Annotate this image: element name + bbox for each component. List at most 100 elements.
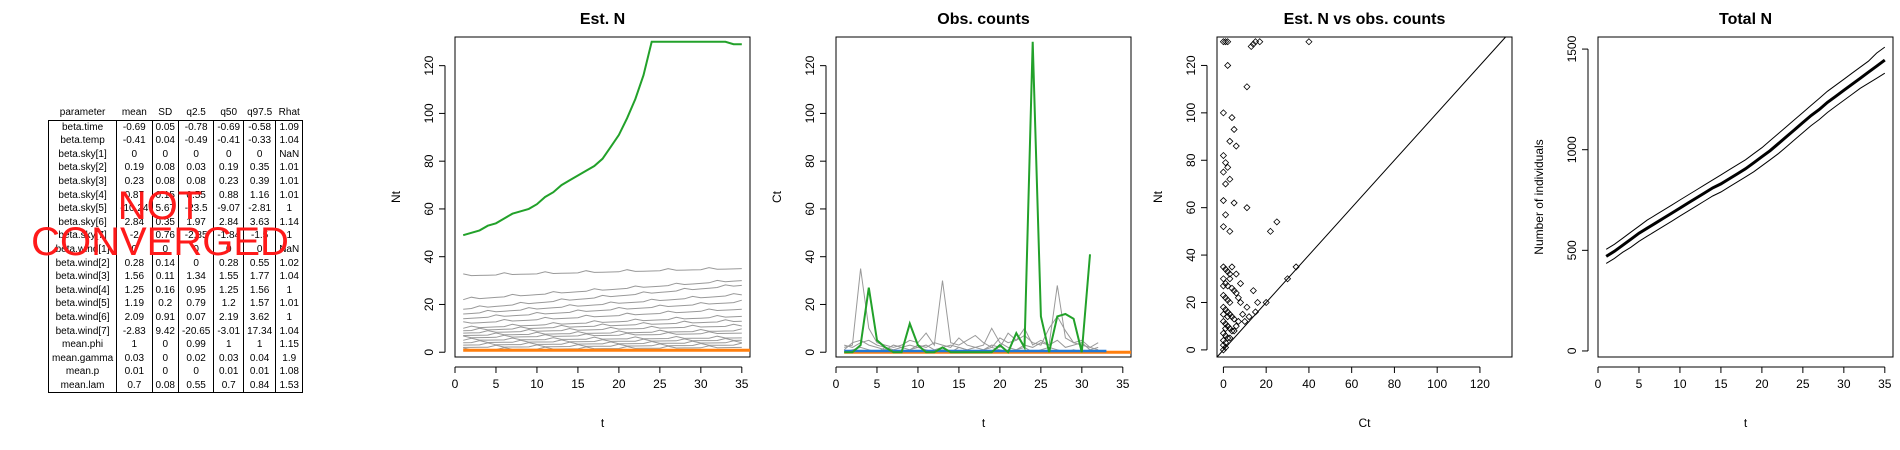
table-cell: 0 bbox=[151, 338, 179, 352]
scatter-point bbox=[1251, 38, 1260, 46]
table-header-row: parameter mean SD q2.5 q50 q97.5 Rhat bbox=[49, 106, 303, 120]
x-tick-label: 0 bbox=[452, 377, 459, 391]
chart-1-title: Obs. counts bbox=[937, 11, 1030, 28]
table-cell: 1.04 bbox=[275, 324, 304, 339]
table-cell: 1.14 bbox=[275, 215, 304, 230]
x-tick-label: 35 bbox=[1116, 377, 1130, 391]
chart-2-x-label: Ct bbox=[1359, 416, 1372, 430]
table-cell: 1.15 bbox=[275, 338, 304, 352]
column-header-5: q97.5 bbox=[247, 107, 273, 118]
x-tick-label: 25 bbox=[1034, 377, 1048, 391]
table-cell: 9.42 bbox=[151, 324, 179, 339]
chart-1-y-label: Ct bbox=[770, 190, 784, 203]
scatter-point bbox=[1219, 317, 1227, 326]
table-cell: 5.67 bbox=[151, 202, 179, 216]
y-tick-label: 60 bbox=[1184, 201, 1198, 215]
x-tick-label: 5 bbox=[874, 377, 881, 391]
table-row: beta.sky[7] -2 0.76 -2.85 -1.84 -1.5 1 bbox=[47, 229, 304, 243]
table-cell: 1.04 bbox=[275, 134, 304, 148]
x-tick-label: 25 bbox=[653, 377, 667, 391]
table-cell: 0.35 bbox=[151, 215, 179, 230]
scatter-point bbox=[1262, 298, 1270, 307]
table-cell: NaN bbox=[275, 147, 304, 162]
total-n-lower-line bbox=[1605, 72, 1886, 264]
table-cell: 0.15 bbox=[151, 188, 179, 203]
y-tick-label: 100 bbox=[422, 103, 436, 123]
table-cell: 0 bbox=[151, 365, 179, 379]
est-n-background-line bbox=[463, 284, 742, 310]
table-row: mean.gamma 0.03 0 0.02 0.03 0.04 1.9 bbox=[47, 351, 304, 366]
scatter-point bbox=[1221, 324, 1230, 333]
scatter-point bbox=[1266, 227, 1275, 235]
scatter-point bbox=[1228, 263, 1236, 271]
table-cell: 0.55 bbox=[177, 188, 215, 203]
x-tick-label: 40 bbox=[1302, 377, 1316, 391]
table-cell: 1.01 bbox=[275, 297, 304, 311]
scatter-point bbox=[1221, 265, 1230, 273]
x-tick-label: 35 bbox=[735, 377, 749, 391]
table-row: beta.wind[7] -2.83 9.42 -20.65 -3.01 17.34 1.0… bbox=[47, 324, 304, 339]
table-cell: 0.2 bbox=[151, 297, 179, 311]
table-row: beta.sky[3] 0.23 0.08 0.08 0.23 0.39 1.01 bbox=[47, 174, 304, 189]
est-n-background-line bbox=[463, 323, 742, 334]
y-tick-label: 120 bbox=[803, 55, 817, 75]
x-tick-label: 10 bbox=[911, 377, 925, 391]
table-cell: -0.78 bbox=[177, 119, 215, 135]
scatter-point bbox=[1251, 308, 1260, 316]
scatter-point bbox=[1232, 270, 1240, 278]
scatter-point bbox=[1221, 159, 1230, 167]
est-n-background-line bbox=[463, 293, 742, 315]
table-cell: 1 bbox=[275, 310, 304, 325]
scatter-point bbox=[1219, 303, 1227, 311]
scatter-point bbox=[1226, 298, 1234, 307]
scatter-point bbox=[1226, 334, 1234, 342]
scatter-point bbox=[1249, 40, 1257, 48]
scatter-point bbox=[1254, 298, 1262, 307]
est-n-background-line bbox=[463, 328, 742, 336]
x-tick-label: 15 bbox=[571, 377, 585, 391]
table-row: beta.wind[4] 1.25 0.16 0.95 1.25 1.56 1 bbox=[47, 283, 304, 298]
scatter-point bbox=[1224, 268, 1232, 276]
table-row: mean.p 0.01 0 0 0.01 0.01 1.08 bbox=[47, 365, 304, 379]
x-tick-label: 20 bbox=[612, 377, 626, 391]
scatter-point bbox=[1249, 287, 1257, 295]
scatter-point bbox=[1230, 287, 1238, 295]
y-tick-label: 0 bbox=[1184, 346, 1198, 353]
scatter-point bbox=[1221, 38, 1230, 46]
scatter-point bbox=[1232, 289, 1240, 297]
scatter-point bbox=[1219, 263, 1227, 271]
y-tick-label: 100 bbox=[1184, 103, 1198, 123]
scatter-point bbox=[1239, 310, 1247, 318]
x-tick-label: 60 bbox=[1345, 377, 1359, 391]
x-tick-label: 15 bbox=[952, 377, 966, 391]
table-row: beta.wind[6] 2.09 0.91 0.07 2.19 3.62 1 bbox=[47, 310, 304, 325]
y-tick-label: 120 bbox=[1184, 55, 1198, 75]
scatter-point bbox=[1224, 38, 1232, 46]
scatter-point bbox=[1247, 42, 1255, 51]
scatter-point bbox=[1219, 196, 1227, 205]
chart-2-axes: 0 20 40 60 80 100 120 0 20 40 60 80 100 120 Est. N vs … bbox=[1151, 11, 1513, 430]
scatter-point bbox=[1224, 334, 1232, 342]
table-row: beta.sky[2] 0.19 0.08 0.03 0.19 0.35 1.01 bbox=[47, 161, 304, 175]
table-cell: 0.16 bbox=[151, 283, 179, 298]
scatter-point bbox=[1221, 180, 1230, 188]
y-tick-label: 1000 bbox=[1565, 136, 1579, 163]
y-tick-label: 0 bbox=[422, 349, 436, 356]
table-cell: 0.07 bbox=[177, 310, 215, 325]
table-cell: 0 bbox=[151, 242, 179, 257]
scatter-point bbox=[1241, 317, 1249, 326]
scatter-point bbox=[1226, 175, 1234, 183]
scatter-point bbox=[1232, 322, 1240, 330]
table-row: beta.wind[2] 0.28 0.14 0 0.28 0.55 1.02 bbox=[47, 256, 304, 271]
chart-2-frame bbox=[1216, 36, 1513, 358]
x-tick-label: 35 bbox=[1878, 377, 1892, 391]
est-n-background-line bbox=[463, 337, 742, 344]
chart-2-y-label: Nt bbox=[1151, 190, 1165, 203]
scatter-point bbox=[1230, 315, 1238, 323]
scatter-point bbox=[1224, 163, 1232, 171]
table-cell: 1.01 bbox=[275, 174, 304, 189]
table-cell: 0.76 bbox=[151, 229, 179, 243]
table-cell: 0 bbox=[151, 147, 179, 162]
x-tick-label: 30 bbox=[1075, 377, 1089, 391]
y-tick-label: 40 bbox=[1184, 248, 1198, 262]
